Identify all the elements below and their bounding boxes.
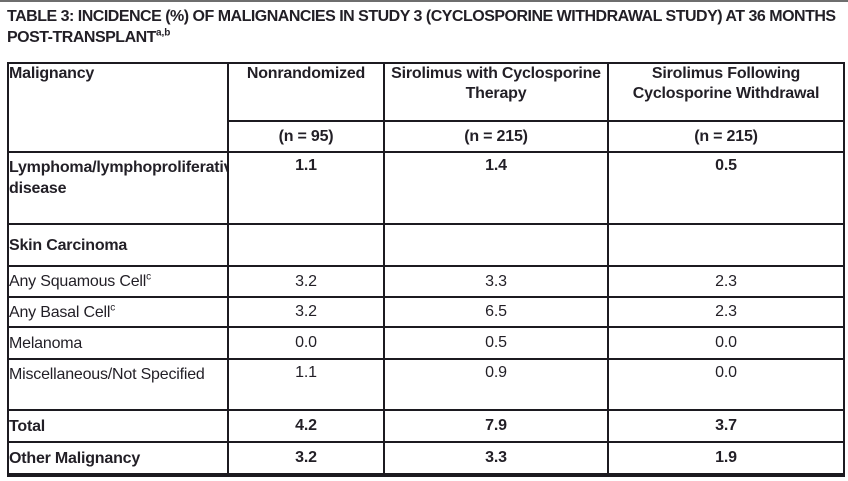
table-row-total: Total 4.2 7.9 3.7 <box>7 409 845 443</box>
malignancy-incidence-table: Malignancy Nonrandomized Sirolimus with … <box>7 62 845 477</box>
sample-size-sirolimus-following-withdrawal: (n = 215) <box>607 120 845 153</box>
cell-value: 0.9 <box>383 358 609 411</box>
cell-value: 3.2 <box>227 296 385 328</box>
cell-value: 0.5 <box>607 151 845 225</box>
table-title-line1: TABLE 3: INCIDENCE (%) OF MALIGNANCIES I… <box>7 8 836 25</box>
cell-value: 0.0 <box>607 358 845 411</box>
cell-value: 1.1 <box>227 151 385 225</box>
cell-value: 0.0 <box>607 326 845 360</box>
row-label: Other Malignancy <box>7 441 229 476</box>
cell-value: 1.4 <box>383 151 609 225</box>
footnote-marker: c <box>146 271 152 283</box>
cell-value: 3.3 <box>383 441 609 476</box>
row-label: Total <box>7 409 229 443</box>
column-header-sirolimus-with-cyclosporine: Sirolimus with Cyclosporine Therapy <box>383 62 609 122</box>
cell-value: 3.2 <box>227 441 385 476</box>
cell-value: 3.7 <box>607 409 845 443</box>
column-header-nonrandomized: Nonrandomized <box>227 62 385 122</box>
column-header-sirolimus-following-withdrawal: Sirolimus Following Cyclosporine Withdra… <box>607 62 845 122</box>
cell-value: 1.1 <box>227 358 385 411</box>
header-row: Malignancy Nonrandomized Sirolimus with … <box>7 62 845 153</box>
sample-size-nonrandomized: (n = 95) <box>227 120 385 153</box>
cell-value <box>383 223 609 267</box>
row-label: Any Squamous Cellc <box>7 265 229 298</box>
table-row-any-squamous-cell: Any Squamous Cellc 3.2 3.3 2.3 <box>7 265 845 298</box>
cell-value: 2.3 <box>607 265 845 298</box>
cell-value: 0.0 <box>227 326 385 360</box>
footnote-marker: c <box>110 302 116 314</box>
table-row-other-malignancy: Other Malignancy 3.2 3.3 1.9 <box>7 441 845 476</box>
table-row-melanoma: Melanoma 0.0 0.5 0.0 <box>7 326 845 360</box>
cell-value: 3.2 <box>227 265 385 298</box>
table-row-miscellaneous: Miscellaneous/Not Specified 1.1 0.9 0.0 <box>7 358 845 411</box>
cell-value: 2.3 <box>607 296 845 328</box>
row-label: Miscellaneous/Not Specified <box>7 358 229 411</box>
cell-value: 6.5 <box>383 296 609 328</box>
cell-value <box>227 223 385 267</box>
title-footnote-marker: a,b <box>155 27 171 39</box>
table-title-line2: POST-TRANSPLANTa,b <box>7 27 171 46</box>
table-row-skin-carcinoma: Skin Carcinoma <box>7 223 845 267</box>
sample-size-row: (n = 95) (n = 215) (n = 215) <box>8 120 845 153</box>
table-row-lymphoma: Lymphoma/lymphoproliferative disease 1.1… <box>7 151 845 225</box>
row-label: Lymphoma/lymphoproliferative disease <box>7 151 229 225</box>
column-header-malignancy: Malignancy <box>7 62 229 153</box>
cell-value: 7.9 <box>383 409 609 443</box>
row-label: Melanoma <box>7 326 229 360</box>
sample-size-sirolimus-with-cyclosporine: (n = 215) <box>383 120 609 153</box>
cell-value: 4.2 <box>227 409 385 443</box>
cell-value: 1.9 <box>607 441 845 476</box>
row-label: Skin Carcinoma <box>7 223 229 267</box>
cell-value: 3.3 <box>383 265 609 298</box>
cell-value: 0.5 <box>383 326 609 360</box>
table-row-any-basal-cell: Any Basal Cellc 3.2 6.5 2.3 <box>7 296 845 328</box>
top-edge-strip <box>0 0 848 2</box>
row-label: Any Basal Cellc <box>7 296 229 328</box>
table-title: TABLE 3: INCIDENCE (%) OF MALIGNANCIES I… <box>7 6 845 48</box>
cell-value <box>607 223 845 267</box>
